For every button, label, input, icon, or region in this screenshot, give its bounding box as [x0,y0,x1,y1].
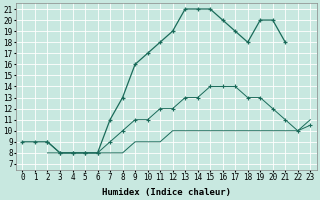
X-axis label: Humidex (Indice chaleur): Humidex (Indice chaleur) [102,188,231,197]
